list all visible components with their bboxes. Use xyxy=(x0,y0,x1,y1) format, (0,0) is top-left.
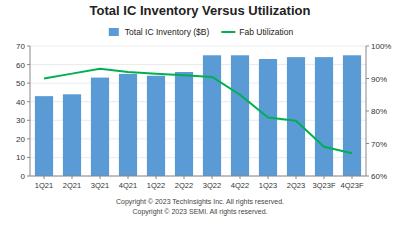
bar xyxy=(91,78,109,176)
tick xyxy=(296,176,297,179)
x-axis-line xyxy=(30,176,366,177)
x-tick-label: 2Q23 xyxy=(287,181,305,190)
x-tick-label: 3Q23F xyxy=(313,181,336,190)
annotation: Copyright © 2023 SEMI. All rights reserv… xyxy=(132,208,267,216)
tick xyxy=(366,143,369,144)
legend-label: Fab Utilization xyxy=(239,27,293,37)
tick xyxy=(27,138,30,139)
y-tick-label: 30 xyxy=(16,116,25,125)
y-tick-label: 20 xyxy=(16,135,25,144)
x-tick-label: 2Q21 xyxy=(63,181,81,190)
grid-line xyxy=(30,176,366,177)
tick xyxy=(27,46,30,47)
chart: Total IC Inventory Versus Utilization 0 10… xyxy=(0,0,400,227)
bar xyxy=(35,96,53,176)
left-axis-line xyxy=(30,46,31,176)
tick xyxy=(44,176,45,179)
legend-swatch xyxy=(221,31,235,33)
x-tick-label: 4Q23F xyxy=(341,181,364,190)
tick xyxy=(27,101,30,102)
tick xyxy=(366,111,369,112)
axes: 0 10 20 30 40 50 60 70 60% 70% 80% 90% 100% 1Q21 2Q21 3… xyxy=(16,42,391,190)
bar xyxy=(315,57,333,176)
tick xyxy=(128,176,129,179)
grid xyxy=(30,46,366,176)
annotation: Copyright © 2023 TechInsights Inc. All r… xyxy=(116,198,284,206)
tick xyxy=(27,176,30,177)
plot-area xyxy=(35,55,361,176)
x-tick-label: 2Q22 xyxy=(175,181,193,190)
tick xyxy=(240,176,241,179)
y2-tick-label: 100% xyxy=(371,42,391,51)
tick xyxy=(268,176,269,179)
tick xyxy=(72,176,73,179)
title: Total IC Inventory Versus Utilization xyxy=(90,3,311,18)
tick xyxy=(352,176,353,179)
tick xyxy=(100,176,101,179)
x-tick-label: 1Q22 xyxy=(147,181,165,190)
x-tick-label: 3Q22 xyxy=(203,181,221,190)
tick xyxy=(366,78,369,79)
bar xyxy=(175,72,193,176)
y-tick-label: 70 xyxy=(16,42,25,51)
bar xyxy=(119,74,137,176)
x-tick-label: 4Q22 xyxy=(231,181,249,190)
grid-line xyxy=(30,46,366,47)
bar xyxy=(63,94,81,176)
tick xyxy=(27,64,30,65)
y-tick-label: 10 xyxy=(16,153,25,162)
y2-tick-label: 90% xyxy=(371,75,387,84)
tick xyxy=(324,176,325,179)
y-tick-label: 60 xyxy=(16,61,25,70)
legend-swatch xyxy=(109,28,119,36)
x-tick-label: 4Q21 xyxy=(119,181,137,190)
tick xyxy=(184,176,185,179)
tick xyxy=(27,120,30,121)
y-tick-label: 50 xyxy=(16,79,25,88)
bar xyxy=(231,55,249,176)
bar xyxy=(203,55,221,176)
tick xyxy=(156,176,157,179)
tick xyxy=(366,46,369,47)
bar xyxy=(287,57,305,176)
tick xyxy=(27,83,30,84)
tick xyxy=(27,157,30,158)
y-tick-label: 40 xyxy=(16,98,25,107)
bar xyxy=(343,55,361,176)
x-tick-label: 1Q21 xyxy=(35,181,53,190)
x-tick-label: 1Q23 xyxy=(259,181,277,190)
legend-label: Total IC Inventory ($B) xyxy=(125,27,210,37)
tick xyxy=(366,176,369,177)
bar xyxy=(147,76,165,176)
tick xyxy=(212,176,213,179)
line xyxy=(44,69,352,154)
y2-tick-label: 60% xyxy=(371,172,387,181)
legend: Total IC Inventory ($B) Fab Utilization xyxy=(109,27,294,37)
y2-tick-label: 70% xyxy=(371,140,387,149)
y-tick-label: 0 xyxy=(21,172,26,181)
y2-tick-label: 80% xyxy=(371,107,387,116)
x-tick-label: 3Q21 xyxy=(91,181,109,190)
